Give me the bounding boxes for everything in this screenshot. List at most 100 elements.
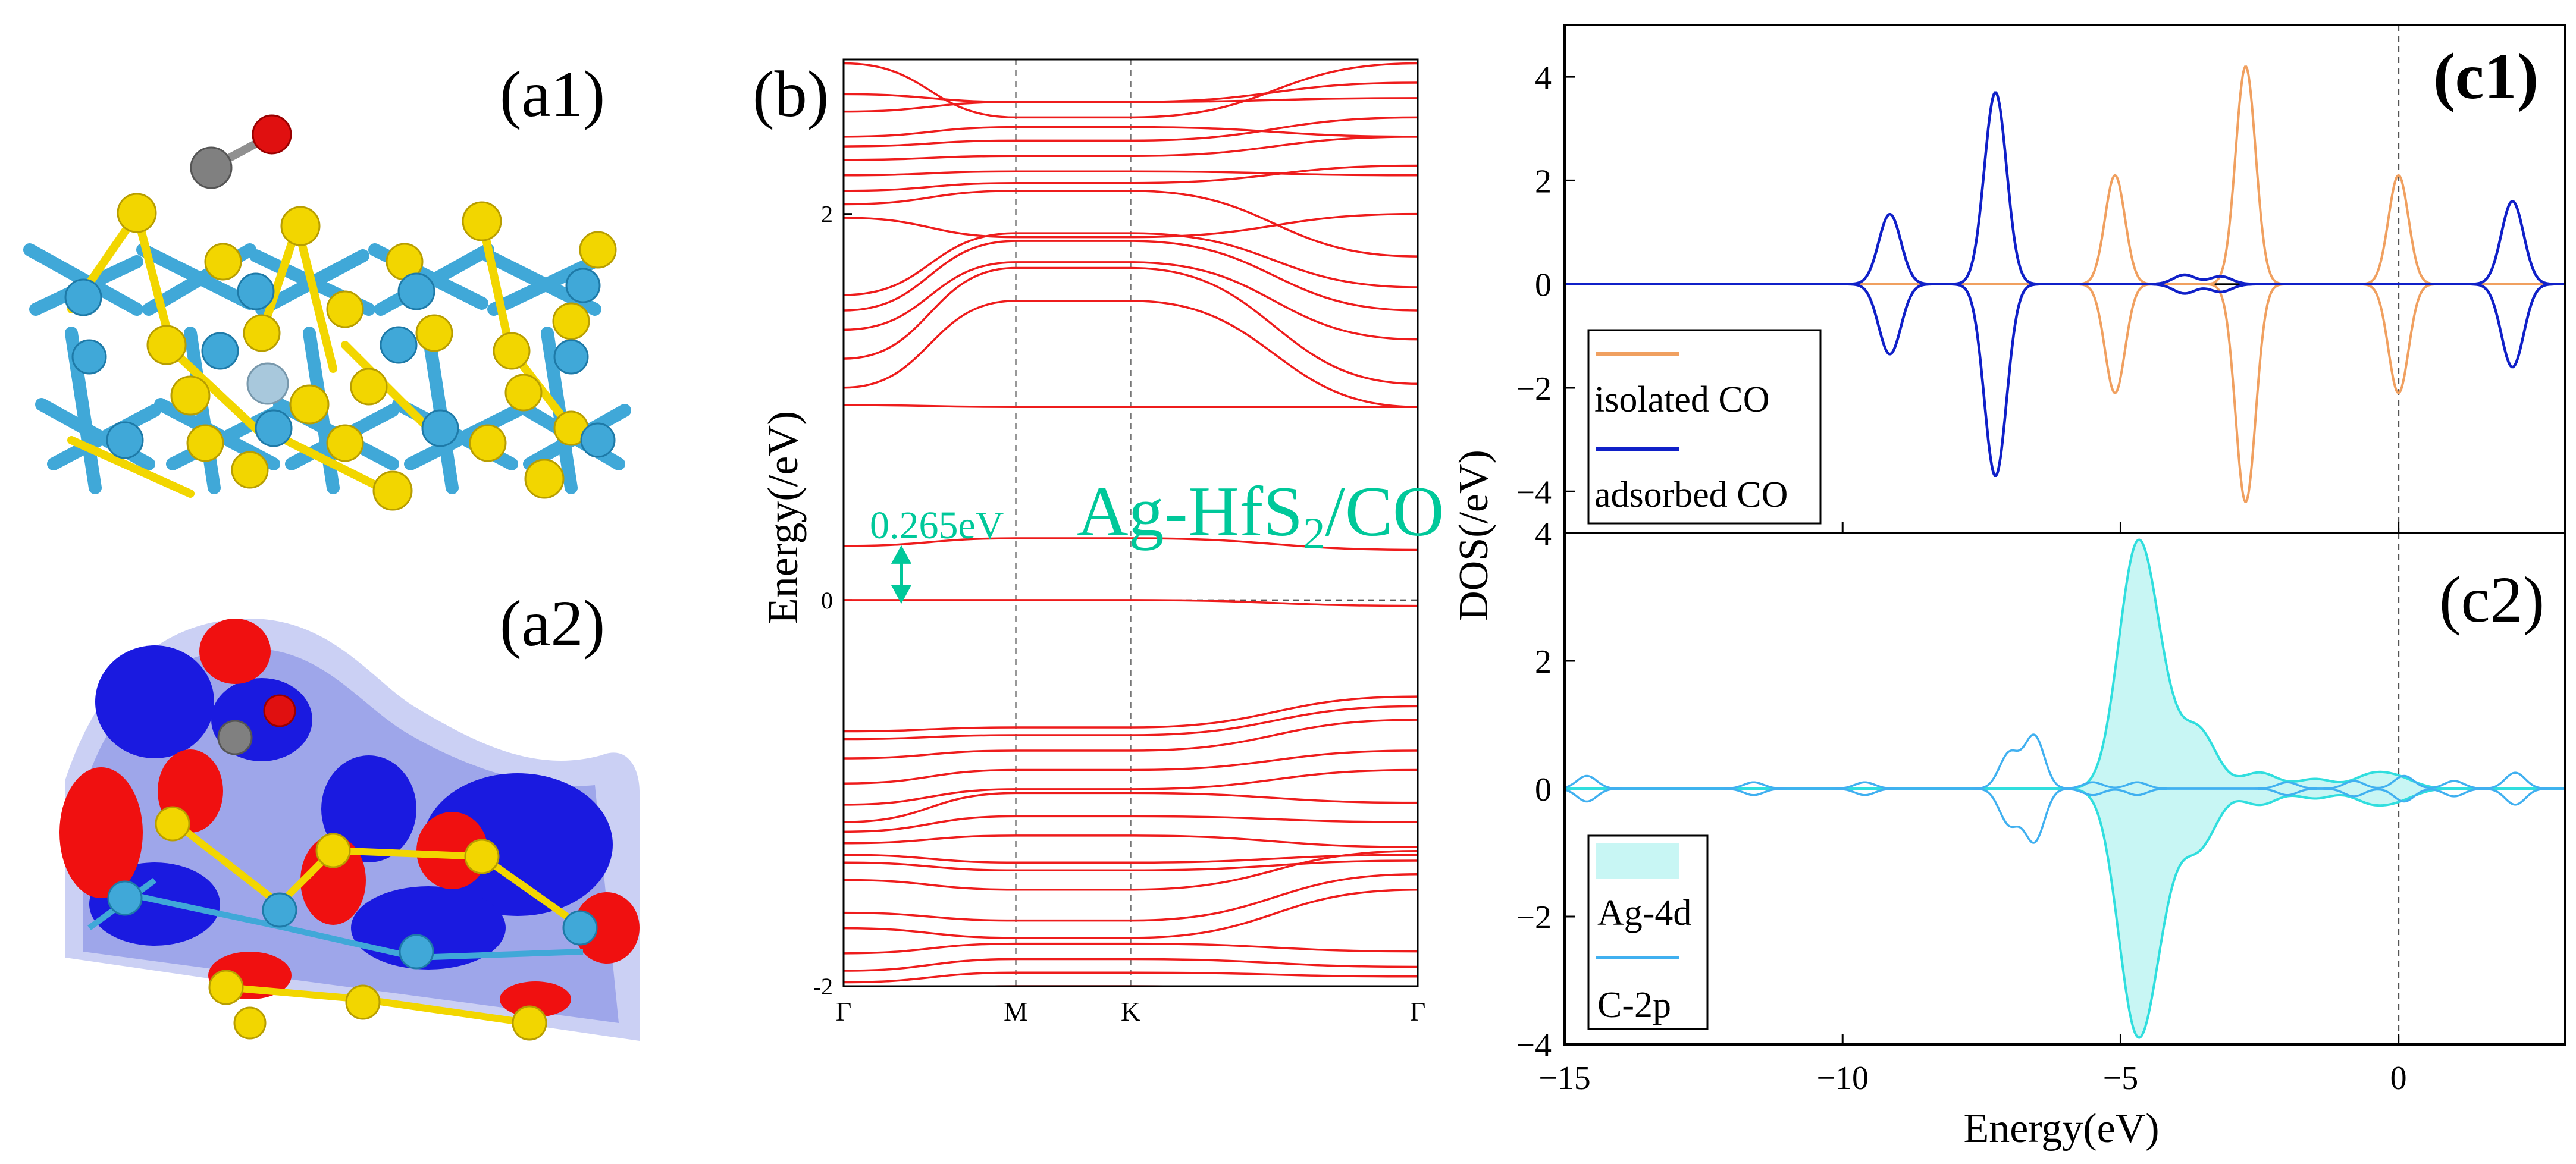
gap-arrow xyxy=(891,545,912,604)
band-title-subscript: 2 xyxy=(1303,509,1325,559)
band-line xyxy=(844,212,1418,239)
band-line xyxy=(844,971,1418,984)
dos-line-isolated xyxy=(1565,65,2565,285)
dos-fill-ag4d xyxy=(1565,789,2565,1038)
dos-ytick-label: −4 xyxy=(1516,474,1552,511)
panel-c2-dos: −4 −2 0 2 4 −15 −10 −5 0 (c2) DOS(/eV) Energy(eV… xyxy=(1451,450,2566,1152)
band-line xyxy=(844,240,1418,312)
dos-line-adsorbed xyxy=(1565,283,2565,477)
kpoint-label: K xyxy=(1121,996,1140,1027)
dos-ytick-label: −4 xyxy=(1516,1027,1552,1064)
dos-xtick-label: −15 xyxy=(1538,1060,1591,1097)
hf-atoms xyxy=(64,268,616,459)
dos-c2-plot-area: −4 −2 0 2 4 −15 −10 −5 0 xyxy=(1516,516,2565,1097)
panel-c1-dos: −4 −2 0 2 4 (c1) isolated CO adsorbed CO xyxy=(1516,24,2566,534)
dos-xtick-label: 0 xyxy=(2390,1060,2407,1097)
band-line xyxy=(844,164,1418,192)
dos-xtick-label: −5 xyxy=(2103,1060,2139,1097)
band-title-tail: /CO xyxy=(1325,472,1444,551)
band-ytick-label: 0 xyxy=(821,587,833,614)
c2-legend: Ag-4d C-2p xyxy=(1587,834,1709,1030)
panel-label-a1: (a1) xyxy=(500,58,605,130)
band-line xyxy=(844,719,1418,760)
dos-ytick-label: 2 xyxy=(1535,163,1552,200)
a2-s-atoms xyxy=(155,806,547,1041)
band-ytick-label: 2 xyxy=(821,201,833,228)
panel-label-c2: (c2) xyxy=(2439,563,2544,636)
band-line xyxy=(844,189,1418,258)
dos-fill-ag4d xyxy=(1565,539,2565,789)
legend-isolated-label: isolated CO xyxy=(1594,379,1769,420)
band-line xyxy=(844,942,1418,955)
dos-c1-plot-area: −4 −2 0 2 4 xyxy=(1516,25,2565,533)
band-line xyxy=(844,854,1418,864)
panel-a2-charge-density: (a2) xyxy=(59,587,640,1041)
band-line xyxy=(844,705,1418,741)
band-line xyxy=(844,170,1418,177)
band-line xyxy=(961,985,1211,986)
panel-label-a2: (a2) xyxy=(500,587,605,660)
band-line xyxy=(844,404,1418,409)
band-line xyxy=(844,599,1418,607)
band-line xyxy=(844,749,1418,785)
panel-label-c1: (c1) xyxy=(2433,40,2539,112)
band-line xyxy=(844,859,1418,872)
panel-a1-structure: (a1) xyxy=(23,58,631,511)
band-line xyxy=(844,873,1418,922)
dos-line-ag4d xyxy=(1565,538,2565,790)
band-line xyxy=(844,62,1418,119)
dos-ytick-label: 0 xyxy=(1535,771,1552,808)
panel-label-b: (b) xyxy=(753,58,829,130)
kpoint-label: M xyxy=(1004,996,1028,1027)
a2-bonds xyxy=(170,818,585,1027)
kpoint-label: Γ xyxy=(1410,996,1426,1027)
dos-ytick-label: −2 xyxy=(1516,899,1552,936)
legend-ag4d-label: Ag-4d xyxy=(1597,893,1691,933)
c1-legend: isolated CO adsorbed CO xyxy=(1587,329,1822,525)
band-line xyxy=(844,261,1418,341)
dos-xtick-label: −10 xyxy=(1816,1060,1869,1097)
panel-b-band-structure: Γ M K Γ-202 (b) Energy(/eV) Ag-HfS2/CO 0.26… xyxy=(753,58,1444,1027)
band-line xyxy=(844,815,1418,833)
band-plot-area: Γ M K Γ-202 xyxy=(813,59,1426,1027)
band-line xyxy=(844,888,1418,939)
band-line xyxy=(844,695,1418,733)
dos-line-c2p xyxy=(1564,733,2565,790)
band-line xyxy=(844,81,1418,103)
band-title-main: Ag-HfS xyxy=(1077,472,1303,551)
band-line xyxy=(844,126,1418,138)
band-line xyxy=(844,768,1418,806)
band-title: Ag-HfS2/CO xyxy=(1077,472,1444,559)
a2-co-molecule xyxy=(217,694,296,755)
gap-annotation: 0.265eV xyxy=(870,504,1004,547)
band-ytick-label: -2 xyxy=(813,973,833,1000)
legend-adsorbed-label: adsorbed CO xyxy=(1594,475,1788,515)
band-line xyxy=(844,266,1418,385)
dos-ytick-label: −2 xyxy=(1516,371,1552,407)
band-ylabel: Energy(/eV) xyxy=(759,411,807,625)
dos-xlabel: Energy(eV) xyxy=(1963,1106,2159,1152)
co-molecule xyxy=(190,114,292,189)
density-blobs xyxy=(59,619,640,1017)
band-line xyxy=(844,232,1418,296)
ag-atom xyxy=(246,362,289,405)
band-line xyxy=(844,958,1418,972)
a2-hf-atoms xyxy=(107,880,598,970)
band-line xyxy=(844,136,1418,161)
dos-c2-frame xyxy=(1563,532,2566,1046)
band-line xyxy=(844,537,1418,551)
dos-line-ag4d xyxy=(1565,787,2565,1039)
dos-ylabel: DOS(/eV) xyxy=(1451,450,1497,621)
band-line xyxy=(844,834,1418,849)
s-atoms xyxy=(117,193,617,511)
band-line xyxy=(844,299,1418,408)
kpoint-label: Γ xyxy=(836,996,852,1027)
band-line xyxy=(844,792,1418,823)
c1-legend-box xyxy=(1587,329,1822,525)
dos-ytick-label: 2 xyxy=(1535,644,1552,680)
band-lines xyxy=(844,62,1418,986)
dos-line-c2p xyxy=(1564,787,2565,844)
band-plot-frame xyxy=(842,58,1419,987)
legend-c2p-label: C-2p xyxy=(1597,985,1671,1025)
